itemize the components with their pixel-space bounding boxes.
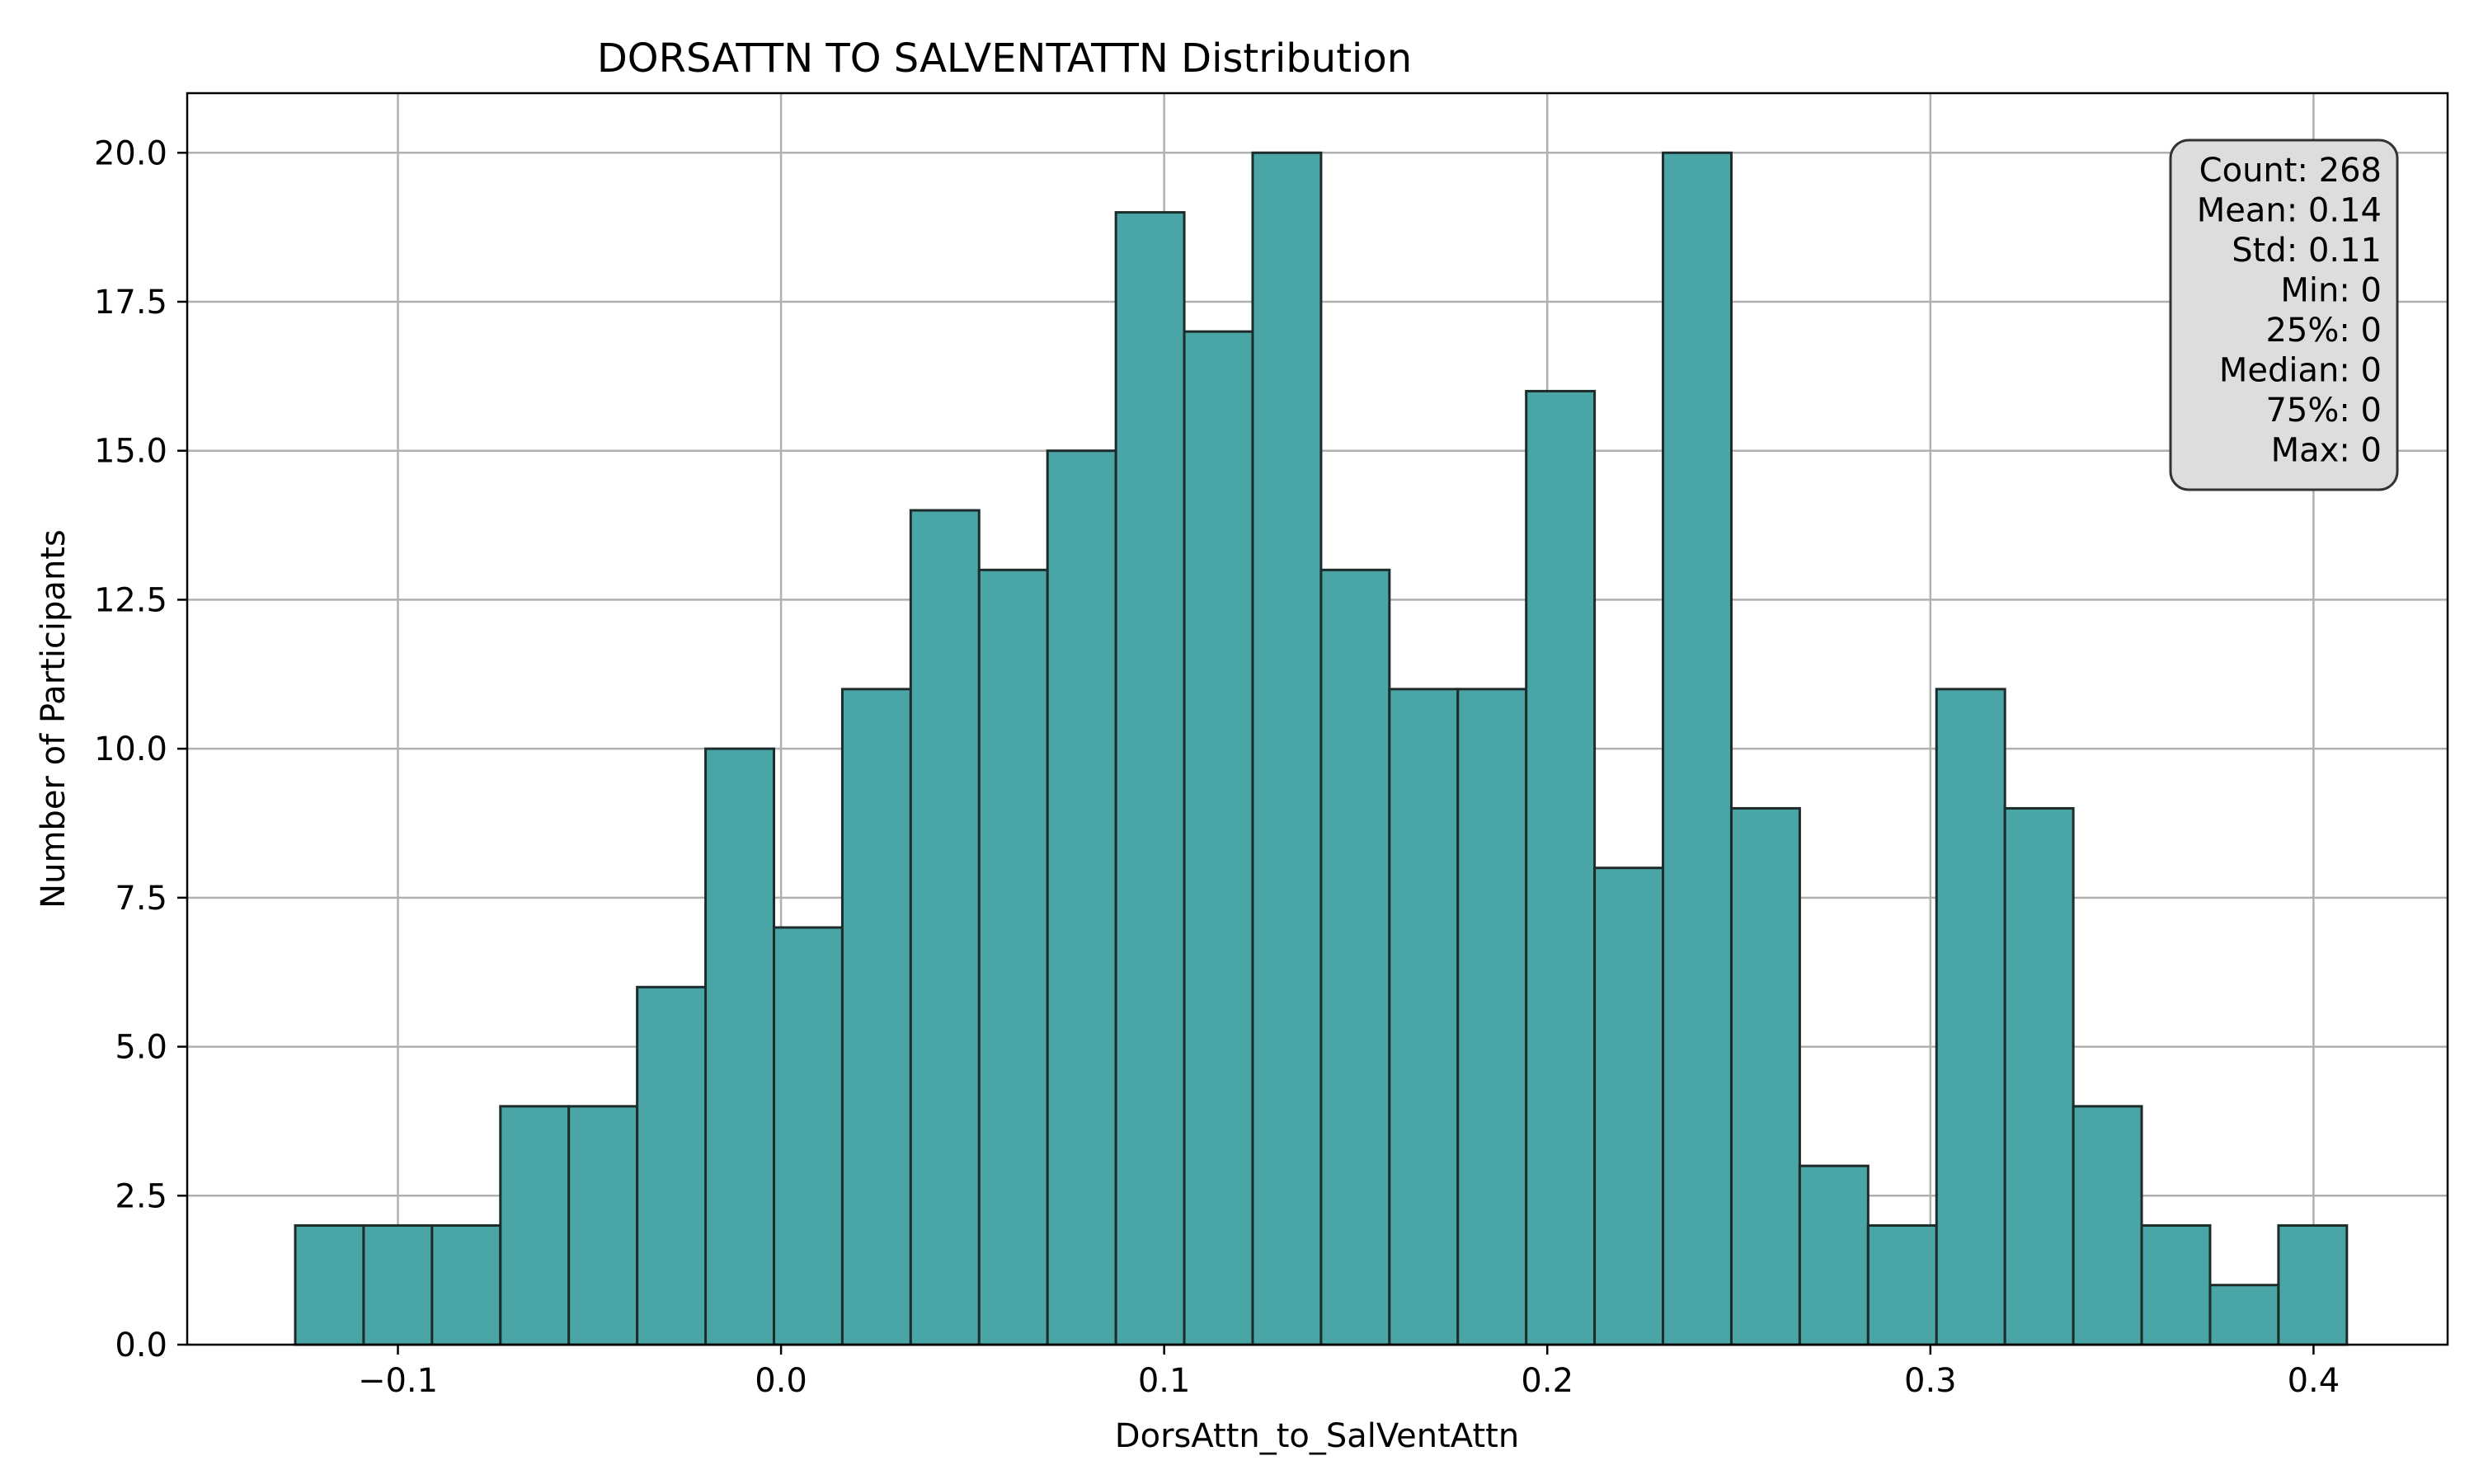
histogram-bar: [1866, 1223, 1938, 1346]
histogram-bar: [2140, 1223, 2212, 1346]
axis-ticks: −0.1 0.0 0.1 0.2 0.3 0.4 0.0 2.5 5.0 7.5 10.0 12.5 1…: [94, 134, 2340, 1400]
histogram-bar: [1662, 151, 1733, 1346]
histogram-bar: [2277, 1223, 2349, 1346]
stats-line: Median: 0: [2219, 352, 2382, 390]
x-tick-label: 0.4: [2288, 1362, 2340, 1400]
x-tick-label: 0.2: [1521, 1362, 1573, 1400]
stats-line: Std: 0.11: [2232, 232, 2382, 270]
y-tick-label: 2.5: [115, 1177, 167, 1215]
y-tick-label: 15.0: [94, 433, 167, 471]
stats-line: 75%: 0: [2265, 392, 2382, 430]
histogram-bar: [1183, 330, 1254, 1346]
chart-title: DORSATTN TO SALVENTATTN Distribution: [597, 35, 1412, 82]
histogram-bar: [567, 1105, 639, 1346]
histogram-bar: [704, 747, 775, 1346]
stats-line: Count: 268: [2199, 152, 2382, 190]
y-tick-label: 12.5: [94, 581, 167, 619]
x-tick-label: 0.3: [1904, 1362, 1957, 1400]
x-tick-label: 0.0: [755, 1362, 807, 1400]
y-tick-label: 7.5: [115, 880, 167, 918]
histogram-bar: [1456, 688, 1528, 1346]
y-tick-label: 5.0: [115, 1029, 167, 1067]
histogram-bar: [430, 1223, 502, 1346]
y-tick-label: 20.0: [94, 134, 167, 172]
y-tick-label: 10.0: [94, 730, 167, 768]
histogram-bar: [636, 985, 708, 1346]
histogram-bar: [909, 509, 981, 1346]
histogram-bar: [1251, 151, 1323, 1346]
histogram-bar: [1593, 866, 1665, 1346]
stats-line: 25%: 0: [2265, 312, 2382, 350]
histogram-bar: [1388, 688, 1460, 1346]
histogram-bar: [1046, 449, 1117, 1346]
histogram-bar: [2003, 806, 2075, 1346]
histogram-bar: [1798, 1164, 1870, 1346]
histogram-bars: [294, 151, 2349, 1346]
stats-box-background: [2169, 139, 2399, 491]
histogram-bar: [499, 1105, 571, 1346]
histogram-bar: [294, 1223, 365, 1346]
histogram-bar: [1525, 389, 1597, 1346]
y-axis-label: Number of Participants: [35, 529, 73, 909]
histogram-bar: [362, 1223, 434, 1346]
stats-line: Min: 0: [2280, 272, 2382, 310]
histogram-bar: [1319, 568, 1391, 1346]
stats-line: Max: 0: [2271, 432, 2382, 470]
plot-frame: [186, 92, 2449, 1346]
histogram-bar: [1114, 211, 1186, 1346]
x-axis-label: DorsAttn_to_SalVentAttn: [1115, 1417, 1519, 1455]
x-tick-label: 0.1: [1138, 1362, 1191, 1400]
histogram-bar: [2072, 1105, 2143, 1346]
stats-line: Mean: 0.14: [2197, 192, 2382, 230]
y-tick-label: 0.0: [115, 1327, 167, 1364]
x-tick-label: −0.1: [358, 1362, 438, 1400]
histogram-bar: [1935, 688, 2006, 1346]
histogram-bar: [772, 926, 844, 1346]
histogram-bar: [977, 568, 1049, 1346]
histogram-bar: [2208, 1284, 2280, 1346]
histogram-bar: [840, 688, 912, 1346]
histogram-bar: [1729, 806, 1801, 1346]
y-tick-label: 17.5: [94, 284, 167, 322]
